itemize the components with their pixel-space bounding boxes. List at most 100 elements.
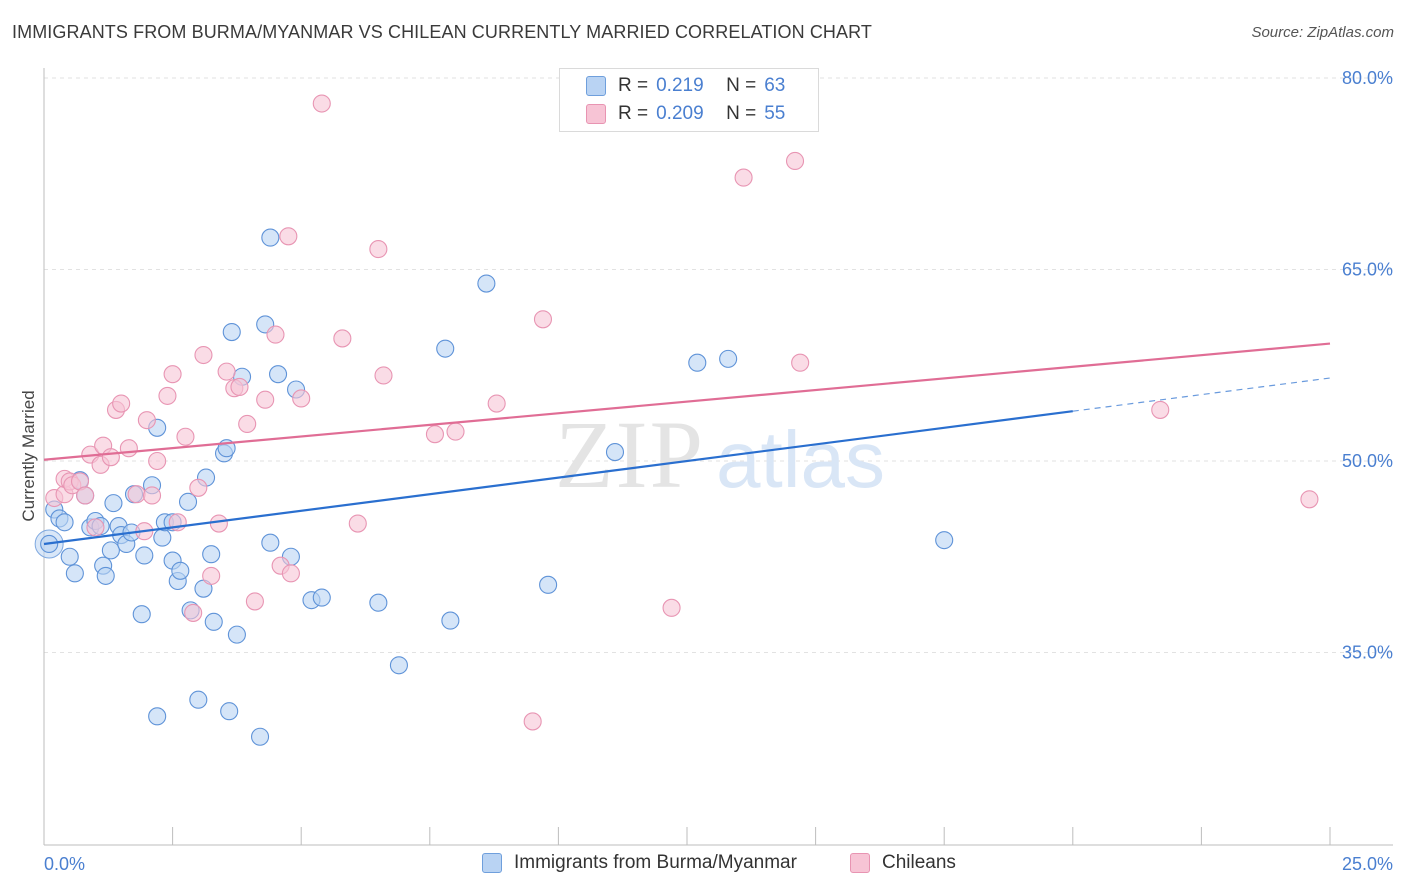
data-point-burma xyxy=(688,353,707,372)
data-point-burma xyxy=(60,547,79,566)
data-point-chileans xyxy=(148,451,167,471)
data-point-chileans xyxy=(791,353,810,372)
data-point-burma xyxy=(441,611,460,630)
data-point-burma xyxy=(227,625,246,644)
data-point-burma xyxy=(135,546,154,565)
data-point-chileans xyxy=(127,485,146,504)
data-point-burma xyxy=(389,656,408,675)
legend-item-chileans: Chileans xyxy=(850,852,956,874)
grid-lines xyxy=(44,77,1393,653)
data-point-chileans xyxy=(202,566,221,585)
data-point-burma xyxy=(171,561,190,580)
data-point-burma xyxy=(101,541,120,560)
data-point-chileans xyxy=(245,592,264,611)
series-chileans-points xyxy=(45,94,1319,731)
series-legend: Immigrants from Burma/Myanmar Chileans xyxy=(0,852,1406,878)
chart-title: IMMIGRANTS FROM BURMA/MYANMAR VS CHILEAN… xyxy=(12,22,873,42)
data-point-burma xyxy=(261,533,280,552)
data-point-chileans xyxy=(194,345,213,365)
x-tick-label: 0.0% xyxy=(44,854,85,874)
data-point-chileans xyxy=(163,365,182,384)
data-point-chileans xyxy=(137,411,156,430)
data-point-chileans xyxy=(533,310,553,329)
y-tick-label: 35.0% xyxy=(1342,643,1393,663)
data-point-chileans xyxy=(101,448,120,467)
data-point-burma xyxy=(269,365,288,384)
data-point-burma xyxy=(55,513,74,532)
data-point-chileans xyxy=(76,486,95,505)
legend-swatch-chileans xyxy=(850,853,870,873)
x-tick-labels: 0.0% 25.0% xyxy=(44,854,1393,874)
legend-r-label: R = xyxy=(618,103,649,124)
legend-swatch-blue xyxy=(586,76,606,96)
trend-line-burma-extension xyxy=(1072,377,1331,412)
data-point-burma xyxy=(65,564,84,583)
data-point-burma xyxy=(719,349,738,368)
x-tick-label: 25.0% xyxy=(1342,854,1393,874)
data-point-burma xyxy=(202,545,221,564)
data-point-burma xyxy=(189,690,208,709)
data-point-chileans xyxy=(256,390,275,409)
trend-lines xyxy=(43,342,1331,546)
data-point-chileans xyxy=(230,377,249,397)
data-point-burma xyxy=(250,727,270,746)
data-point-burma xyxy=(477,274,496,293)
data-point-burma xyxy=(148,707,167,726)
data-point-chileans xyxy=(142,486,162,505)
legend-row-blue: R = 0.219 N = 63 xyxy=(586,73,785,99)
data-point-chileans xyxy=(1151,400,1170,419)
watermark: ZIP atlas xyxy=(555,401,885,508)
data-point-burma xyxy=(96,566,115,585)
data-point-burma xyxy=(178,492,198,511)
watermark-atlas: atlas xyxy=(716,415,885,504)
data-point-chileans xyxy=(184,603,203,622)
data-point-chileans xyxy=(189,478,208,497)
data-point-chileans xyxy=(119,439,138,458)
data-point-burma xyxy=(539,575,558,594)
legend-r-value: 0.219 xyxy=(656,75,704,96)
data-point-chileans xyxy=(1300,490,1319,509)
data-point-chileans xyxy=(785,151,805,171)
y-tick-label: 80.0% xyxy=(1342,68,1393,88)
legend-row-pink: R = 0.209 N = 55 xyxy=(586,101,785,127)
data-point-burma xyxy=(935,531,954,550)
data-point-burma xyxy=(436,339,455,358)
data-point-chileans xyxy=(487,394,506,413)
stats-legend: R = 0.219 N = 63 R = 0.209 N = 55 xyxy=(559,68,819,132)
legend-label-chileans: Chileans xyxy=(882,852,956,873)
data-point-burma xyxy=(153,528,172,547)
data-point-chileans xyxy=(312,94,331,113)
data-point-chileans xyxy=(333,329,352,348)
data-point-chileans xyxy=(734,168,753,187)
legend-r-value: 0.209 xyxy=(656,103,704,124)
legend-n-label: N = xyxy=(726,103,757,124)
data-point-burma xyxy=(222,323,241,342)
data-point-chileans xyxy=(158,386,177,405)
legend-swatch-burma xyxy=(482,853,502,873)
data-point-burma xyxy=(605,443,625,462)
y-tick-labels: 35.0% 50.0% 65.0% 80.0% xyxy=(1342,68,1393,663)
data-point-chileans xyxy=(281,564,300,583)
y-tick-label: 65.0% xyxy=(1342,260,1393,280)
data-point-chileans xyxy=(238,414,257,434)
data-point-burma xyxy=(204,612,223,631)
data-point-chileans xyxy=(217,362,236,381)
legend-n-value: 63 xyxy=(764,75,786,96)
data-point-chileans xyxy=(369,240,388,259)
data-point-burma xyxy=(104,494,123,513)
data-point-chileans xyxy=(374,366,393,385)
data-point-chileans xyxy=(662,598,681,617)
legend-label-burma: Immigrants from Burma/Myanmar xyxy=(514,852,797,873)
watermark-zip: ZIP xyxy=(555,401,705,508)
source-label: Source: ZipAtlas.com xyxy=(1251,24,1394,41)
data-point-chileans xyxy=(348,514,367,533)
data-point-burma xyxy=(220,702,239,721)
legend-swatch-pink xyxy=(586,104,606,124)
legend-item-burma: Immigrants from Burma/Myanmar xyxy=(482,852,797,874)
data-point-burma xyxy=(312,588,331,607)
legend-n-value: 55 xyxy=(764,103,786,124)
data-point-burma xyxy=(132,605,151,624)
trend-line-chileans xyxy=(43,342,1331,461)
data-point-chileans xyxy=(209,514,228,533)
data-point-chileans xyxy=(292,389,311,408)
